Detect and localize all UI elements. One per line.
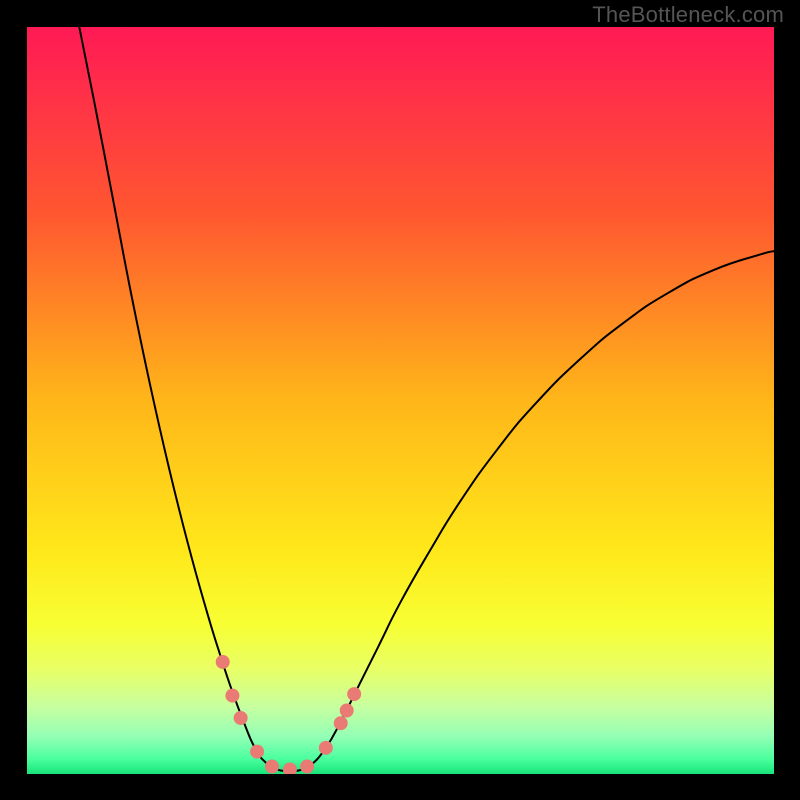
- data-marker: [300, 760, 314, 774]
- data-marker: [250, 745, 264, 759]
- data-marker: [216, 655, 230, 669]
- watermark-text: TheBottleneck.com: [592, 2, 784, 28]
- data-marker: [347, 687, 361, 701]
- bottleneck-curve-chart: [0, 0, 800, 800]
- data-marker: [234, 711, 248, 725]
- data-marker: [334, 716, 348, 730]
- data-marker: [225, 689, 239, 703]
- data-marker: [340, 704, 354, 718]
- data-marker: [265, 760, 279, 774]
- data-marker: [319, 741, 333, 755]
- chart-container: TheBottleneck.com: [0, 0, 800, 800]
- plot-background-gradient: [27, 27, 774, 774]
